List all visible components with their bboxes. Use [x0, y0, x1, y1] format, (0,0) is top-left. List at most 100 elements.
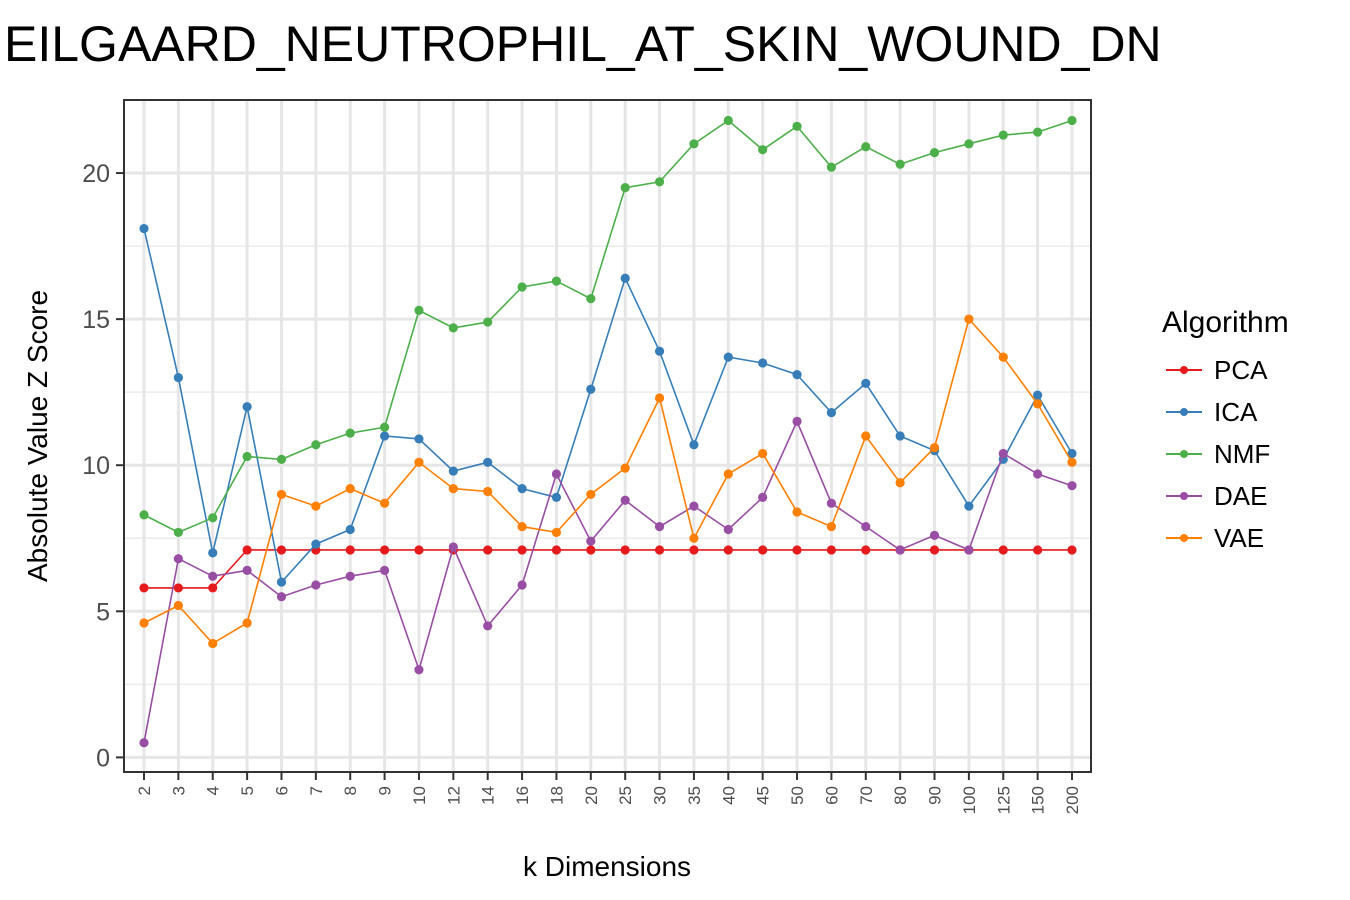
data-point-pca: [654, 545, 665, 555]
data-point-vae: [276, 489, 287, 500]
data-point-ica: [654, 346, 665, 356]
data-point-pca: [689, 545, 699, 555]
plot-panel-border: [123, 99, 1092, 773]
data-point-vae: [379, 498, 390, 508]
data-point-ica: [173, 372, 183, 383]
data-point-ica: [1067, 448, 1077, 459]
data-point-nmf: [448, 323, 458, 333]
data-point-vae: [208, 638, 218, 649]
data-point-nmf: [758, 145, 768, 155]
series-line-pca: [144, 549, 1072, 589]
data-point-nmf: [551, 276, 562, 286]
y-tick-label: 10: [82, 452, 110, 480]
x-tick-label: 150: [1029, 786, 1048, 814]
data-point-nmf: [964, 139, 974, 149]
data-point-pca: [208, 583, 218, 593]
data-point-pca: [379, 545, 390, 555]
data-point-vae: [1067, 457, 1077, 467]
y-tick-label: 20: [82, 160, 110, 188]
data-point-pca: [242, 545, 252, 555]
legend-key-pca: [1162, 358, 1206, 382]
data-point-vae: [139, 618, 149, 628]
data-point-nmf: [517, 282, 527, 292]
data-point-ica: [792, 370, 802, 380]
x-tick-label: 16: [513, 786, 532, 805]
series-line-nmf: [143, 119, 1073, 534]
x-tick-label: 20: [582, 786, 601, 805]
data-point-ica: [758, 358, 768, 368]
x-tick-label: 200: [1063, 786, 1082, 814]
data-point-vae: [620, 463, 630, 473]
data-point-nmf: [276, 454, 287, 464]
data-point-pca: [1033, 545, 1043, 555]
data-point-dae: [861, 521, 871, 532]
series-line-vae: [143, 317, 1073, 645]
data-point-nmf: [311, 440, 321, 450]
legend-label-pca: PCA: [1214, 355, 1268, 385]
data-point-dae: [139, 738, 149, 748]
data-point-dae: [826, 498, 837, 508]
data-point-nmf: [345, 428, 355, 438]
data-point-nmf: [242, 451, 252, 462]
data-point-dae: [448, 542, 458, 552]
data-point-vae: [483, 486, 493, 497]
data-point-vae: [173, 600, 183, 611]
data-point-dae: [758, 492, 768, 502]
data-point-nmf: [792, 121, 802, 131]
y-tick-label: 5: [96, 598, 110, 626]
data-point-nmf: [1067, 115, 1077, 126]
data-point-pca: [758, 545, 768, 555]
data-point-ica: [551, 492, 562, 502]
data-point-dae: [964, 545, 974, 555]
data-point-ica: [517, 483, 527, 494]
data-point-vae: [448, 483, 458, 494]
data-point-dae: [998, 448, 1008, 459]
data-point-vae: [551, 527, 562, 538]
x-tick-label: 18: [547, 786, 566, 805]
plot-panel: [124, 100, 1091, 772]
data-point-nmf: [208, 513, 218, 523]
data-point-pca: [483, 545, 493, 555]
x-tick-label: 7: [307, 786, 326, 795]
x-tick-label: 45: [754, 786, 773, 805]
data-point-ica: [826, 408, 837, 418]
data-point-pca: [792, 545, 802, 555]
data-point-dae: [723, 524, 733, 535]
data-point-nmf: [173, 527, 183, 538]
data-point-ica: [1033, 390, 1043, 400]
data-point-pca: [929, 545, 940, 555]
data-point-dae: [551, 469, 562, 479]
data-point-pca: [723, 545, 733, 555]
data-point-vae: [311, 501, 321, 511]
data-point-vae: [723, 469, 733, 479]
data-point-ica: [208, 548, 218, 558]
data-point-ica: [620, 273, 630, 283]
data-point-dae: [1033, 469, 1043, 479]
x-tick-label: 9: [376, 786, 395, 795]
data-point-dae: [208, 571, 218, 581]
y-tick-label: 0: [96, 744, 110, 772]
data-point-ica: [242, 402, 252, 412]
data-point-dae: [620, 495, 630, 505]
data-point-vae: [586, 489, 596, 500]
legend-item-ica: ICA: [1162, 391, 1289, 433]
data-point-ica: [586, 384, 596, 394]
legend-label-nmf: NMF: [1214, 439, 1271, 469]
data-point-ica: [414, 434, 424, 444]
legend-item-nmf: NMF: [1162, 433, 1289, 475]
data-point-pca: [826, 545, 837, 555]
data-point-ica: [345, 524, 355, 535]
x-tick-label: 25: [616, 786, 635, 805]
data-point-nmf: [929, 147, 940, 158]
x-tick-label: 10: [410, 786, 429, 805]
data-point-vae: [517, 521, 527, 532]
legend-label-dae: DAE: [1214, 481, 1268, 511]
x-tick-label: 40: [719, 786, 738, 805]
x-tick-label: 30: [651, 786, 670, 805]
data-point-dae: [1067, 481, 1077, 491]
data-point-pca: [998, 545, 1008, 555]
x-tick-label: 70: [857, 786, 876, 805]
chart-title: EILGAARD_NEUTROPHIL_AT_SKIN_WOUND_DN: [4, 16, 1162, 72]
data-point-vae: [1033, 399, 1043, 409]
